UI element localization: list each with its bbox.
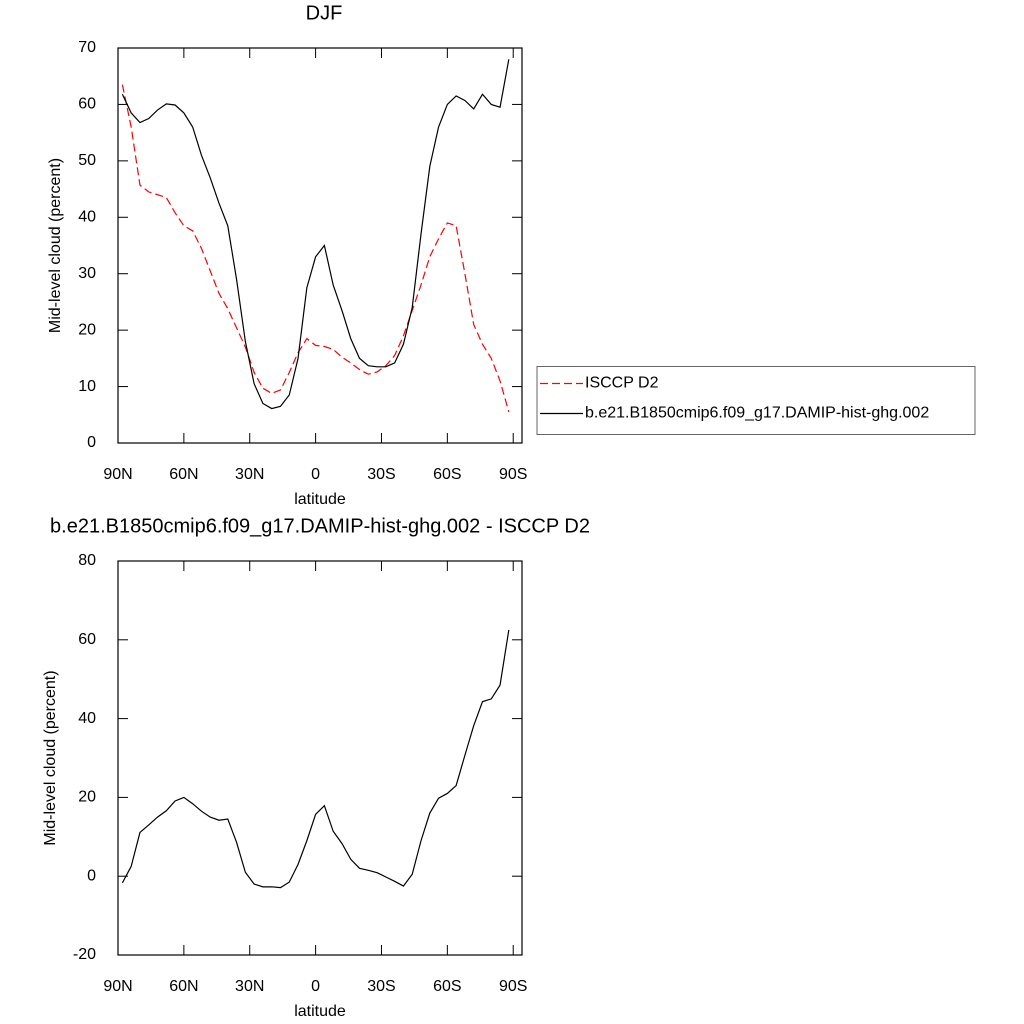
plot-frame bbox=[117, 560, 523, 956]
x-tick-label: 60N bbox=[169, 466, 198, 483]
x-tick-label: 30S bbox=[367, 978, 395, 995]
x-tick-label: 30S bbox=[367, 466, 395, 483]
y-tick-label: 40 bbox=[78, 710, 96, 727]
x-tick-label: 90S bbox=[499, 466, 527, 483]
data-line bbox=[121, 84, 510, 413]
legend-label: ISCCP D2 bbox=[585, 375, 659, 392]
plot-frame bbox=[117, 47, 523, 444]
x-axis-label: latitude bbox=[294, 491, 346, 508]
x-tick-label: 0 bbox=[311, 466, 320, 483]
x-tick-label: 90N bbox=[103, 466, 132, 483]
y-tick-label: 30 bbox=[78, 265, 96, 282]
x-tick-label: 30N bbox=[235, 466, 264, 483]
x-tick-label: 60N bbox=[169, 978, 198, 995]
y-tick-label: 60 bbox=[78, 96, 96, 113]
y-tick-label: 80 bbox=[78, 552, 96, 569]
y-tick-label: 0 bbox=[87, 867, 96, 884]
y-tick-label: 20 bbox=[78, 789, 96, 806]
legend-box bbox=[536, 366, 976, 435]
x-axis-label: latitude bbox=[294, 1003, 346, 1020]
y-axis-label: Mid-level cloud (percent) bbox=[47, 158, 64, 333]
legend-label: b.e21.B1850cmip6.f09_g17.DAMIP-hist-ghg.… bbox=[585, 405, 929, 422]
x-tick-label: 30N bbox=[235, 978, 264, 995]
x-tick-label: 90N bbox=[103, 978, 132, 995]
y-axis-label: Mid-level cloud (percent) bbox=[42, 670, 59, 845]
y-tick-label: 20 bbox=[78, 321, 96, 338]
y-tick-label: -20 bbox=[73, 946, 96, 963]
x-tick-label: 0 bbox=[311, 978, 320, 995]
y-tick-label: 70 bbox=[78, 39, 96, 56]
y-tick-label: 50 bbox=[78, 152, 96, 169]
chart-title: DJF bbox=[306, 2, 343, 24]
y-tick-label: 40 bbox=[78, 209, 96, 226]
chart-title: b.e21.B1850cmip6.f09_g17.DAMIP-hist-ghg.… bbox=[50, 515, 590, 537]
y-tick-label: 60 bbox=[78, 631, 96, 648]
x-tick-label: 60S bbox=[433, 466, 461, 483]
y-tick-label: 0 bbox=[87, 434, 96, 451]
data-line bbox=[121, 629, 510, 889]
x-tick-label: 60S bbox=[433, 978, 461, 995]
x-tick-label: 90S bbox=[499, 978, 527, 995]
y-tick-label: 10 bbox=[78, 378, 96, 395]
data-line bbox=[121, 59, 510, 410]
